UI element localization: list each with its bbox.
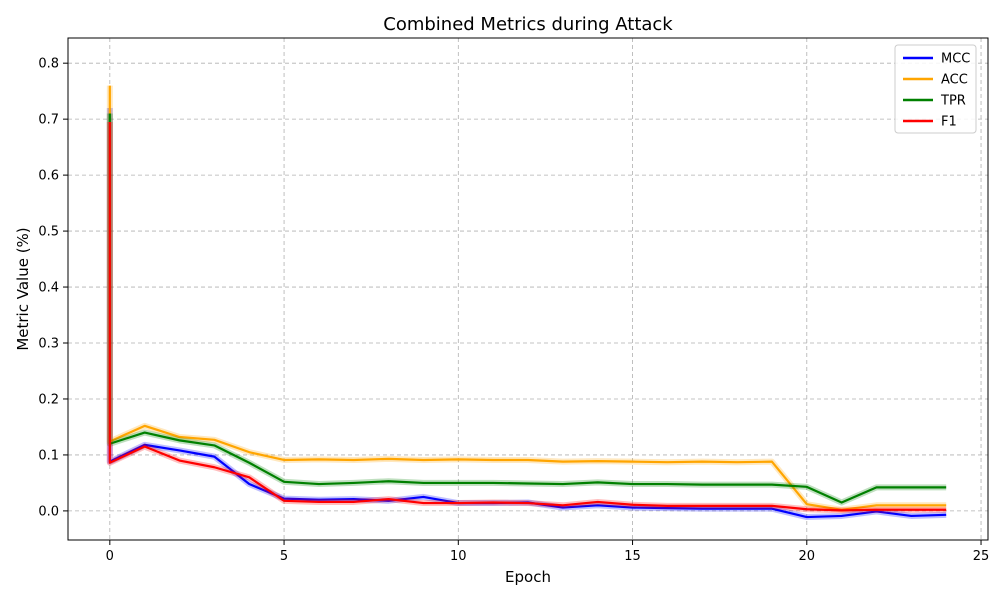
x-axis: 0 5 10 15 20 25 [106, 540, 990, 564]
x-tick-label: 0 [106, 549, 114, 564]
x-tick-label: 20 [799, 549, 816, 564]
legend-label-acc: ACC [941, 73, 968, 88]
series-f1-line [108, 121, 947, 512]
plot-frame [67, 37, 989, 541]
y-tick-label: 0.1 [38, 448, 59, 463]
x-tick-label: 15 [624, 549, 641, 564]
x-tick-label: 5 [280, 549, 288, 564]
y-tick-label: 0.0 [38, 504, 59, 519]
y-tick-label: 0.5 [38, 225, 59, 240]
chart-title: Combined Metrics during Attack [383, 14, 673, 35]
series-f1-band [106, 121, 947, 514]
y-tick-label: 0.3 [38, 337, 59, 352]
y-axis: 0.0 0.1 0.2 0.3 0.4 0.5 0.6 0.7 0.8 [38, 57, 68, 519]
x-tick-label: 25 [973, 549, 990, 564]
x-tick-label: 10 [450, 549, 467, 564]
series-tpr-line [108, 113, 947, 504]
y-tick-label: 0.2 [38, 392, 59, 407]
y-tick-label: 0.6 [38, 169, 59, 184]
series-layer [106, 85, 947, 521]
x-axis-label: Epoch [505, 568, 551, 586]
series-acc-line [108, 85, 947, 511]
legend-box [894, 44, 977, 134]
legend-label-mcc: MCC [941, 52, 970, 67]
legend-label-f1: F1 [941, 115, 957, 130]
y-tick-label: 0.7 [38, 113, 59, 128]
legend: MCC ACC TPR F1 [894, 44, 977, 134]
legend-label-tpr: TPR [940, 94, 966, 109]
y-tick-label: 0.4 [38, 281, 59, 296]
y-axis-label: Metric Value (%) [14, 227, 32, 350]
y-tick-label: 0.8 [38, 57, 59, 72]
